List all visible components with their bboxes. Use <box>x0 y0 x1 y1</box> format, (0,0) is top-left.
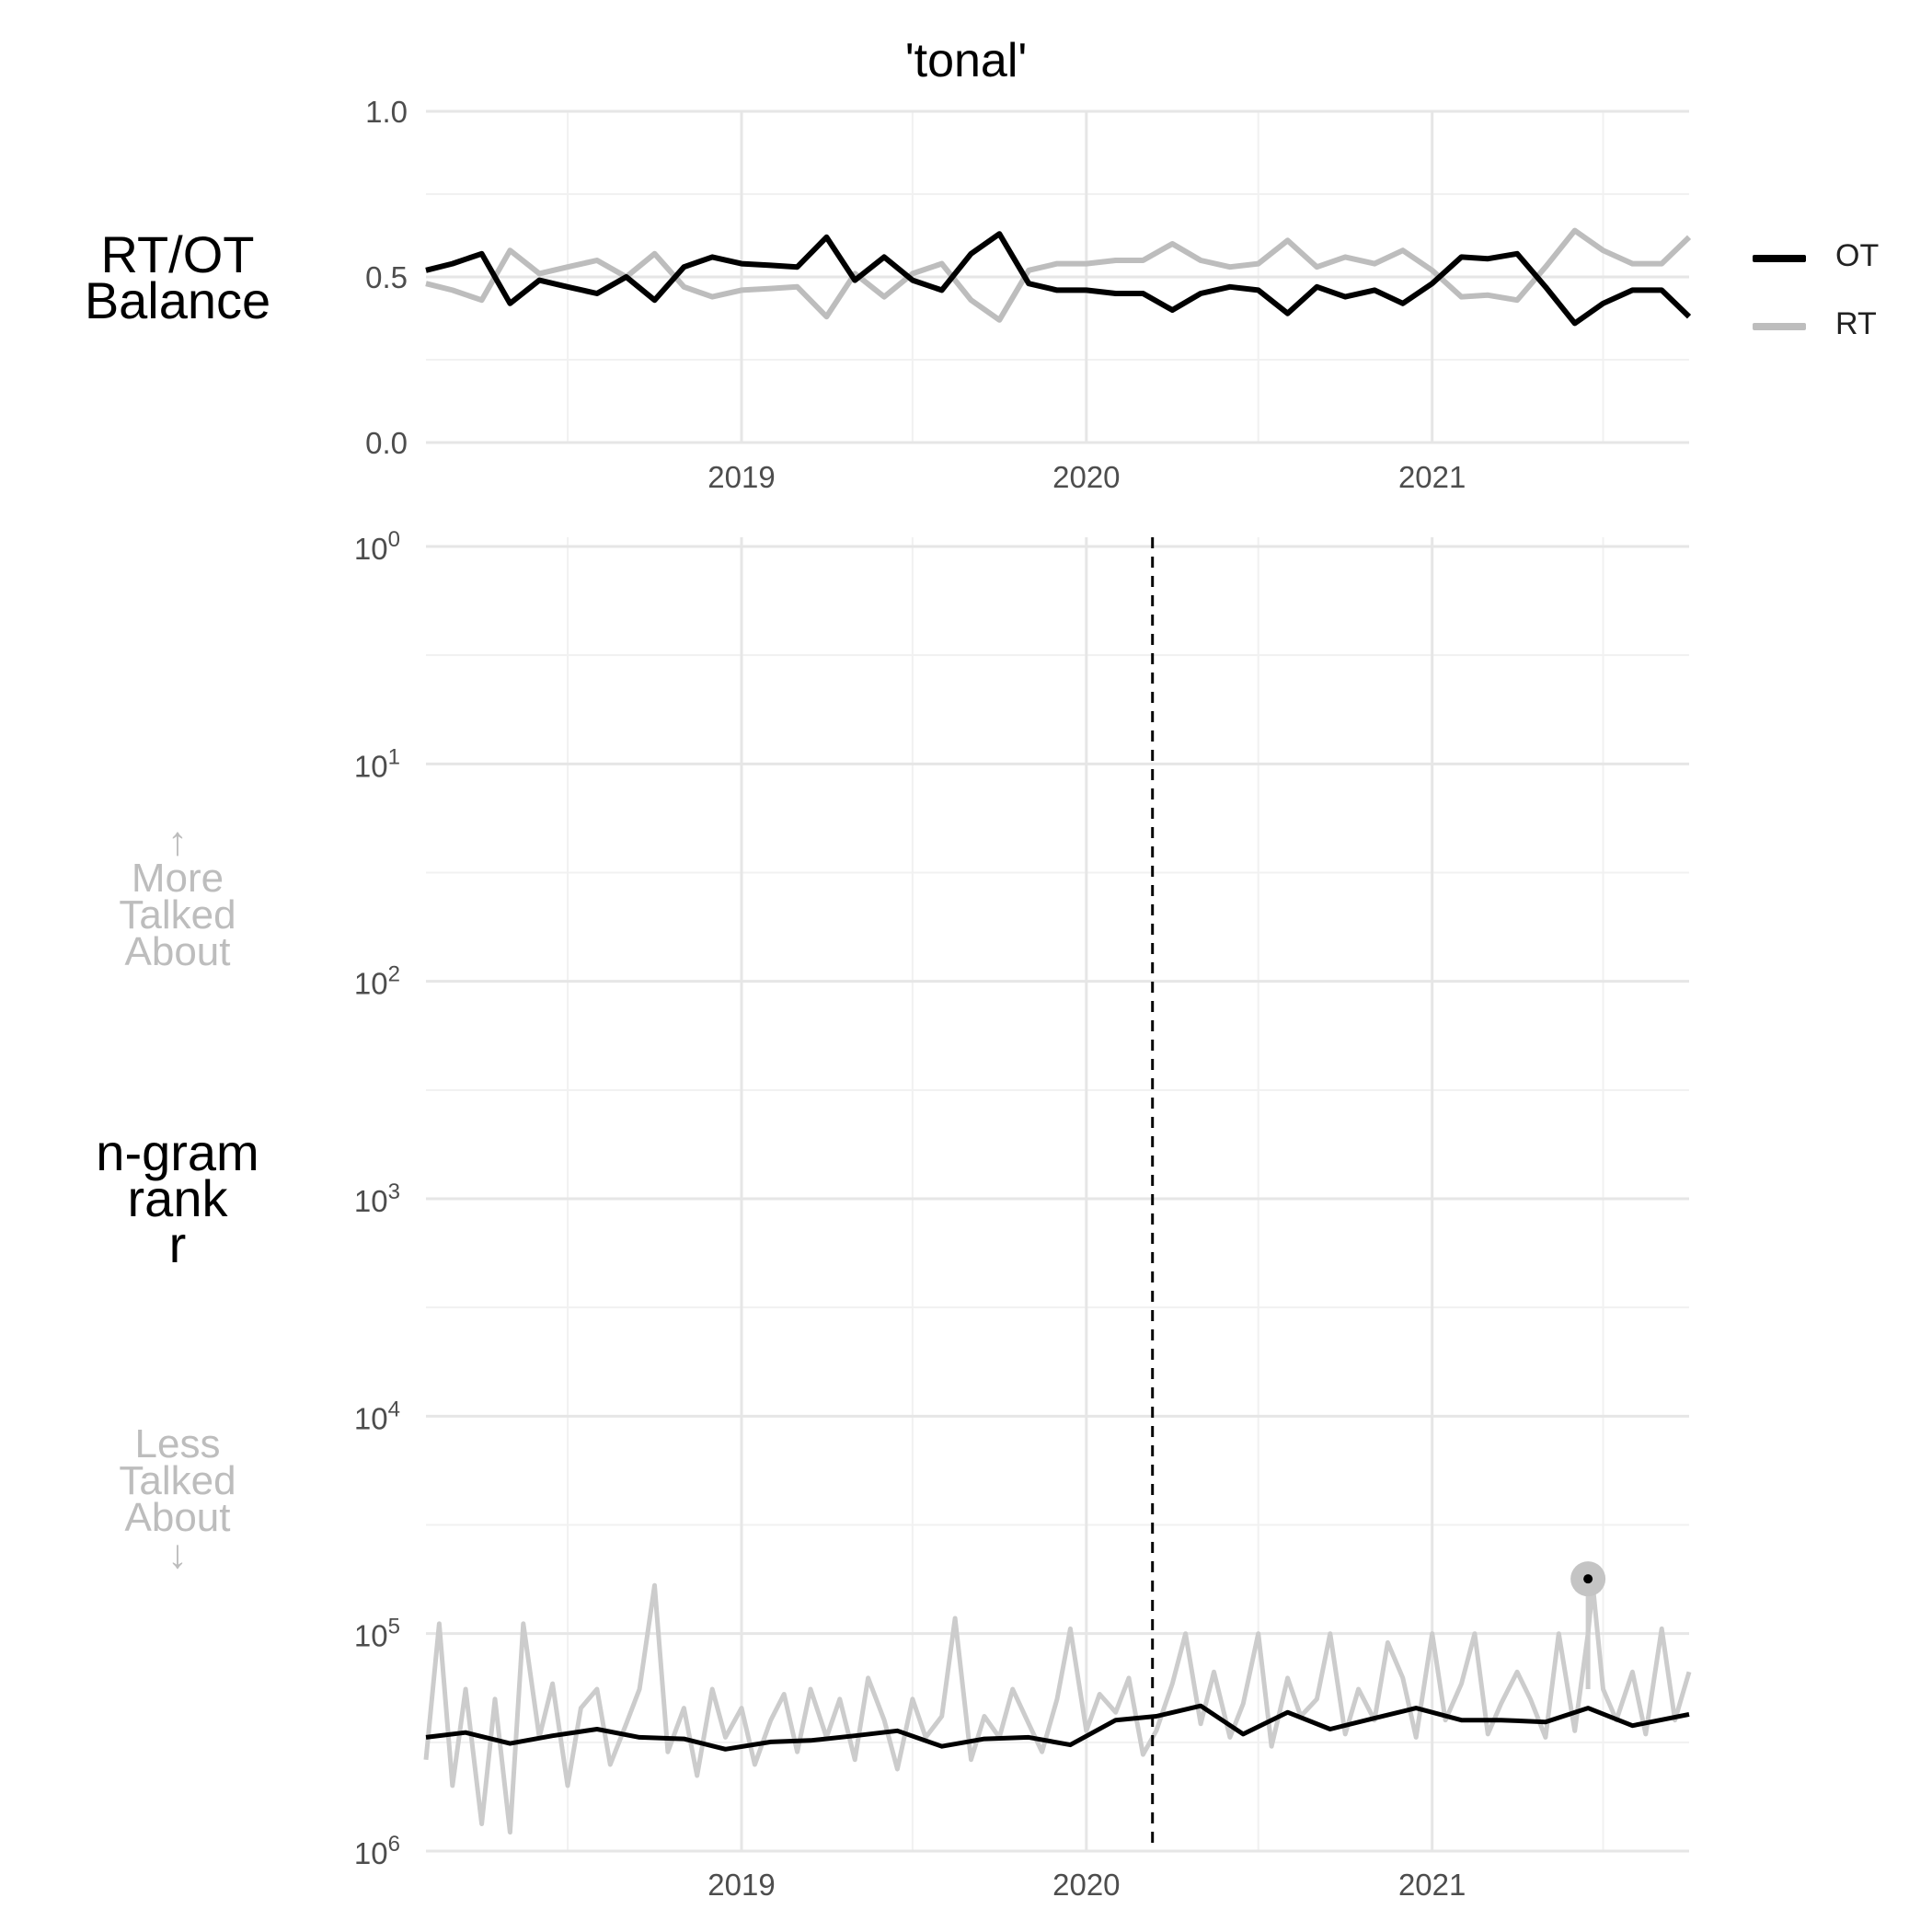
rank-axis-label-line-3: r <box>168 1215 187 1273</box>
legend-item-ot: OT <box>1753 235 1918 303</box>
balance-x-tick-label: 2021 <box>1398 460 1466 494</box>
legend-swatch-ot <box>1753 255 1806 262</box>
balance-panel: 1.0 0.5 0.0 2019 2020 2021 <box>365 95 1692 494</box>
rank-y-tick-label: 106 <box>354 1832 400 1870</box>
less-talked-about-line-3: About <box>124 1495 231 1540</box>
rank-y-tick-label: 104 <box>354 1397 400 1435</box>
balance-axis-label-line-2: Balance <box>84 271 271 329</box>
more-talked-about-line-3: About <box>124 929 231 974</box>
less-talked-about-hint: Less Talked About ↓ <box>40 1421 316 1577</box>
up-arrow-icon: ↑ <box>167 819 188 864</box>
rank-y-tick-label: 101 <box>354 744 400 783</box>
legend-label-ot: OT <box>1835 238 1880 273</box>
rank-y-tick-label: 105 <box>354 1615 400 1653</box>
rank-x-tick-label: 2021 <box>1398 1868 1466 1902</box>
less-talked-about-line-1: Less <box>134 1421 221 1466</box>
rank-y-tick-label: 103 <box>354 1179 400 1218</box>
balance-axis-label: RT/OT Balance <box>40 225 316 329</box>
rank-y-tick-label: 102 <box>354 962 400 1001</box>
balance-series-ot <box>425 231 1692 327</box>
less-talked-about-line-2: Talked <box>119 1458 236 1503</box>
balance-axis-label-line-1: RT/OT <box>100 225 255 283</box>
highlight-marker-center <box>1583 1574 1593 1584</box>
down-arrow-icon: ↓ <box>167 1532 188 1577</box>
legend-swatch-rt <box>1753 323 1806 330</box>
rank-axis-label-line-2: rank <box>127 1169 228 1227</box>
balance-y-tick-label: 1.0 <box>365 95 408 129</box>
rank-x-tick-label: 2020 <box>1052 1868 1120 1902</box>
legend-item-rt: RT <box>1753 303 1918 371</box>
legend: OT RT <box>1753 235 1918 371</box>
legend-label-rt: RT <box>1835 306 1877 341</box>
more-talked-about-hint: ↑ More Talked About <box>40 819 316 974</box>
chart-title: 'tonal' <box>904 34 1028 87</box>
rank-series-ot <box>425 1703 1690 1752</box>
rank-axis-label: n-gram rank r <box>40 1123 316 1273</box>
balance-x-tick-label: 2019 <box>707 460 775 494</box>
rank-x-tick-label: 2019 <box>707 1868 775 1902</box>
rank-axis-label-line-1: n-gram <box>96 1123 259 1181</box>
balance-y-tick-label: 0.5 <box>365 260 408 294</box>
balance-y-tick-label: 0.0 <box>365 426 408 460</box>
more-talked-about-line-1: More <box>131 856 224 901</box>
more-talked-about-line-2: Talked <box>119 892 236 937</box>
balance-x-tick-label: 2020 <box>1052 460 1120 494</box>
balance-series-rt <box>425 227 1692 323</box>
rank-y-tick-label: 100 <box>354 527 400 566</box>
rank-series-rt <box>423 1582 1692 1835</box>
